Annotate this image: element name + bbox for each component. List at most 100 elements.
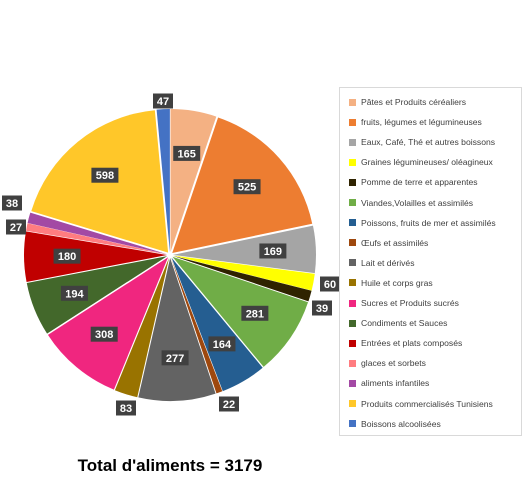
svg-text:165: 165 [178,148,196,160]
legend-swatch [349,339,356,347]
legend-swatch [349,239,356,247]
legend-label: Entrées et plats composés [361,338,463,349]
legend-item: Produits commercialisés Tunisiens [349,397,493,411]
legend-item: Œufs et assimilés [349,236,428,250]
legend-label: Lait et dérivés [361,257,415,268]
pie-slice [47,257,169,390]
pie-slice [172,255,315,291]
data-labels: 165 525 169 60 39 281 164 22 277 83 308 194 180 27 38 5… [2,93,340,416]
data-label: 39 [312,300,332,316]
data-label: 165 [173,145,201,161]
pie-slice [170,109,217,253]
legend-swatch [349,219,356,227]
legend-label: Produits commercialisés Tunisiens [361,398,493,409]
data-label: 194 [60,285,88,301]
svg-text:194: 194 [65,288,84,300]
legend-label: aliments infantiles [361,378,430,389]
legend-item: Viandes,Volailles et assimilés [349,196,473,210]
svg-text:180: 180 [58,251,76,263]
data-label: 38 [2,195,22,211]
svg-text:308: 308 [95,329,113,341]
data-label: 83 [116,400,136,416]
legend-swatch [349,279,356,287]
data-label: 598 [91,167,119,183]
legend: Pâtes et Produits céréaliers fruits, légu… [339,87,522,436]
legend-label: Eaux, Café, Thé et autres boissons [361,137,496,148]
svg-text:169: 169 [264,246,282,258]
pie-slice [26,256,168,334]
data-label: 164 [208,336,236,352]
legend-item: fruits, légumes et légumineuses [349,115,482,129]
legend-label: glaces et sorbets [361,358,426,369]
legend-swatch [349,118,356,126]
data-label: 525 [233,179,261,195]
svg-text:27: 27 [10,222,22,234]
legend-item: Boissons alcoolisées [349,417,441,431]
pie-slice [156,109,170,253]
svg-text:38: 38 [6,198,18,210]
pie-slices [24,109,316,401]
svg-text:164: 164 [213,339,232,351]
data-label: 169 [259,243,287,259]
legend-swatch [349,400,356,407]
legend-item: Condiments et Sauces [349,316,447,330]
legend-swatch [349,299,356,307]
legend-item: Lait et dérivés [349,256,415,270]
legend-item: Graines légumineuses/ oléagineux [349,155,493,169]
pie-slice [171,257,263,392]
svg-text:525: 525 [238,182,256,194]
legend-item: glaces et sorbets [349,356,426,370]
pie-slice [24,231,168,282]
legend-item: Eaux, Café, Thé et autres boissons [349,135,495,149]
pie-slice [138,257,216,401]
legend-label: Pomme de terre et apparentes [361,177,478,188]
legend-item: Pâtes et Produits céréaliers [349,95,466,109]
data-label: 277 [161,350,189,366]
legend-swatch [349,319,356,327]
data-label: 281 [241,305,269,321]
legend-item: Poissons, fruits de mer et assimilés [349,216,496,230]
legend-label: Graines légumineuses/ oléagineux [361,157,493,168]
data-label: 27 [6,219,26,235]
svg-text:22: 22 [223,399,235,411]
svg-text:83: 83 [120,403,132,415]
legend-label: Viandes,Volailles et assimilés [361,197,474,208]
pie-slice [172,256,309,367]
svg-text:277: 277 [166,353,184,365]
legend-item: Sucres et Produits sucrés [349,296,459,310]
legend-swatch [349,199,356,206]
legend-swatch [349,98,356,106]
data-label: 60 [320,276,340,292]
legend-label: Poissons, fruits de mer et assimilés [361,217,496,228]
pie-slice [172,255,312,302]
legend-item: Pomme de terre et apparentes [349,175,478,189]
data-label: 180 [53,248,81,264]
legend-swatch [349,420,356,428]
legend-swatch [349,359,356,367]
legend-item: aliments infantiles [349,376,429,390]
legend-label: Huile et corps gras [361,277,433,288]
pie-slice [26,223,168,255]
legend-label: Pâtes et Produits céréaliers [361,97,467,107]
legend-swatch [349,379,356,387]
legend-label: fruits, légumes et légumineuses [361,117,482,128]
pie-slice [114,257,170,398]
legend-label: Sucres et Produits sucrés [361,298,459,308]
legend-label: Condiments et Sauces [361,318,448,329]
data-label: 308 [90,326,118,342]
legend-swatch [349,259,356,267]
legend-label: Boissons alcoolisées [361,418,441,429]
pie-slice [27,212,168,255]
svg-text:60: 60 [324,279,336,291]
data-label: 47 [153,93,173,109]
svg-text:598: 598 [96,170,114,182]
legend-swatch [349,158,356,166]
pie-slice [172,225,316,274]
svg-text:281: 281 [246,308,264,320]
svg-text:39: 39 [316,303,328,315]
legend-item: Huile et corps gras [349,276,433,290]
svg-text:47: 47 [157,96,169,108]
legend-swatch [349,178,356,186]
